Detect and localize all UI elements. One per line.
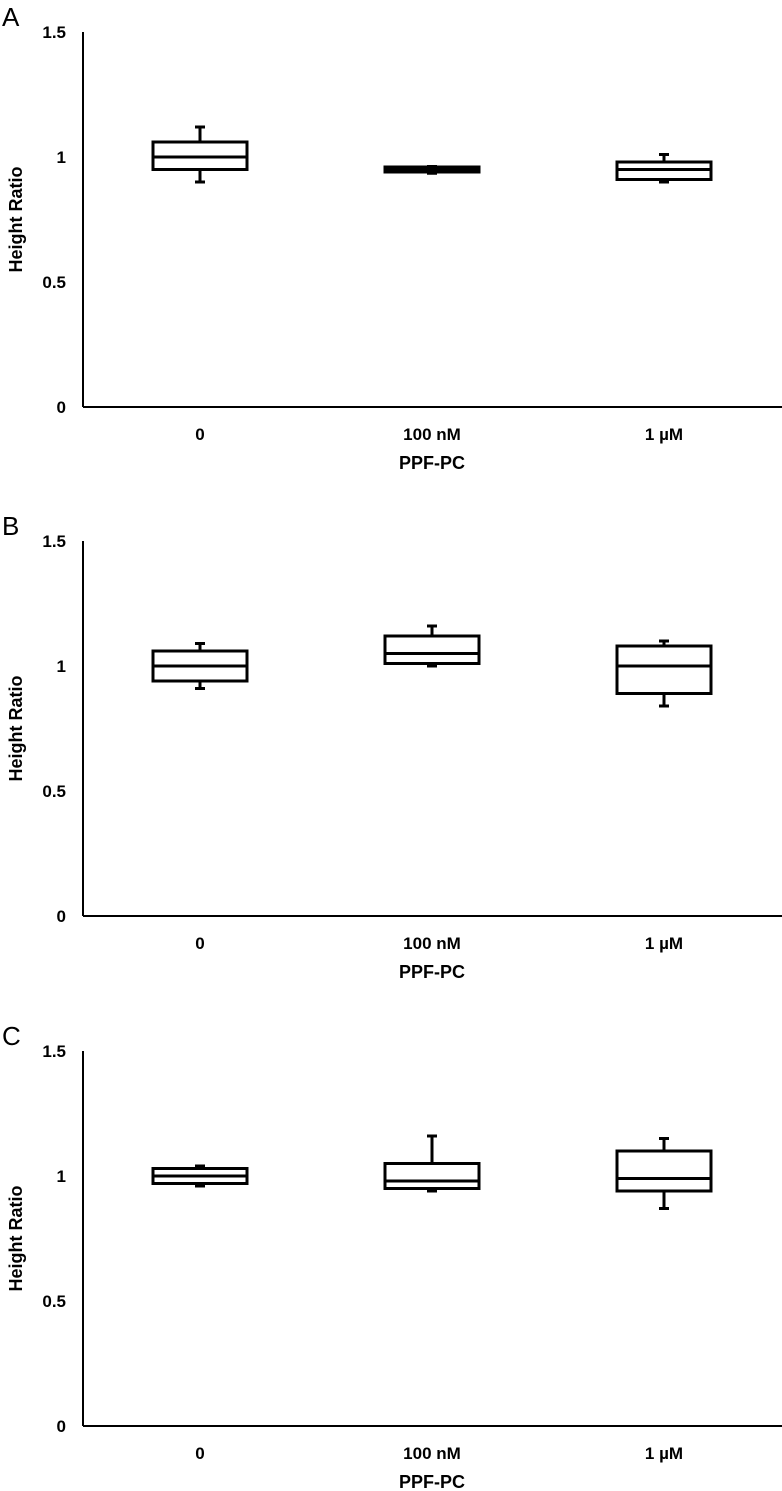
x-tick-label: 1 µM [645,1444,683,1463]
y-tick-label: 0 [57,398,66,417]
x-tick-label: 1 µM [645,934,683,953]
y-tick-label: 1.5 [42,532,66,551]
y-tick-label: 1 [57,657,66,676]
chart-panel-b: B 0 0.5 1 1.5 Height Ratio 0 100 nM 1 µM PPF-PC [2,511,782,982]
box-plot-3 [615,1137,713,1210]
box-plot-3 [615,639,713,708]
y-tick-label: 1.5 [42,1042,66,1061]
box-plot-1 [151,125,249,184]
y-tick-label: 0 [57,907,66,926]
x-tick-label: 0 [195,934,204,953]
x-axis-title: PPF-PC [399,962,465,982]
x-tick-label: 100 nM [403,425,461,444]
x-axis-title: PPF-PC [399,1472,465,1491]
x-tick-label: 1 µM [645,425,683,444]
y-axis-title: Height Ratio [6,166,26,272]
panel-label: C [2,1021,21,1051]
panel-label: A [2,2,20,32]
box-plot-2 [383,165,481,175]
y-tick-label: 1 [57,1167,66,1186]
box-iqr [383,634,481,665]
y-tick-label: 0.5 [42,782,66,801]
y-tick-label: 1.5 [42,23,66,42]
y-axis-title: Height Ratio [6,1185,26,1291]
x-tick-label: 0 [195,425,204,444]
x-axis-title: PPF-PC [399,453,465,473]
panel-label: B [2,511,19,541]
box-iqr [615,1149,713,1193]
chart-panel-c: C 0 0.5 1 1.5 Height Ratio 0 100 nM 1 µM PPF-PC [2,1021,782,1491]
y-tick-label: 1 [57,148,66,167]
y-axis-title: Height Ratio [6,675,26,781]
x-tick-label: 100 nM [403,1444,461,1463]
box-plot-3 [615,153,713,184]
chart-panel-a: A 0 0.5 1 1.5 Height Ratio 0 100 nM 1 µM PPF-PC [2,2,782,473]
y-tick-label: 0.5 [42,273,66,292]
x-tick-label: 0 [195,1444,204,1463]
y-tick-label: 0 [57,1417,66,1436]
x-tick-label: 100 nM [403,934,461,953]
box-iqr [615,644,713,695]
y-tick-label: 0.5 [42,1292,66,1311]
box-plot-2 [383,624,481,668]
box-plot-2 [383,1134,481,1193]
box-plot-1 [151,642,249,690]
box-plot-1 [151,1164,249,1188]
box-iqr [383,1162,481,1190]
